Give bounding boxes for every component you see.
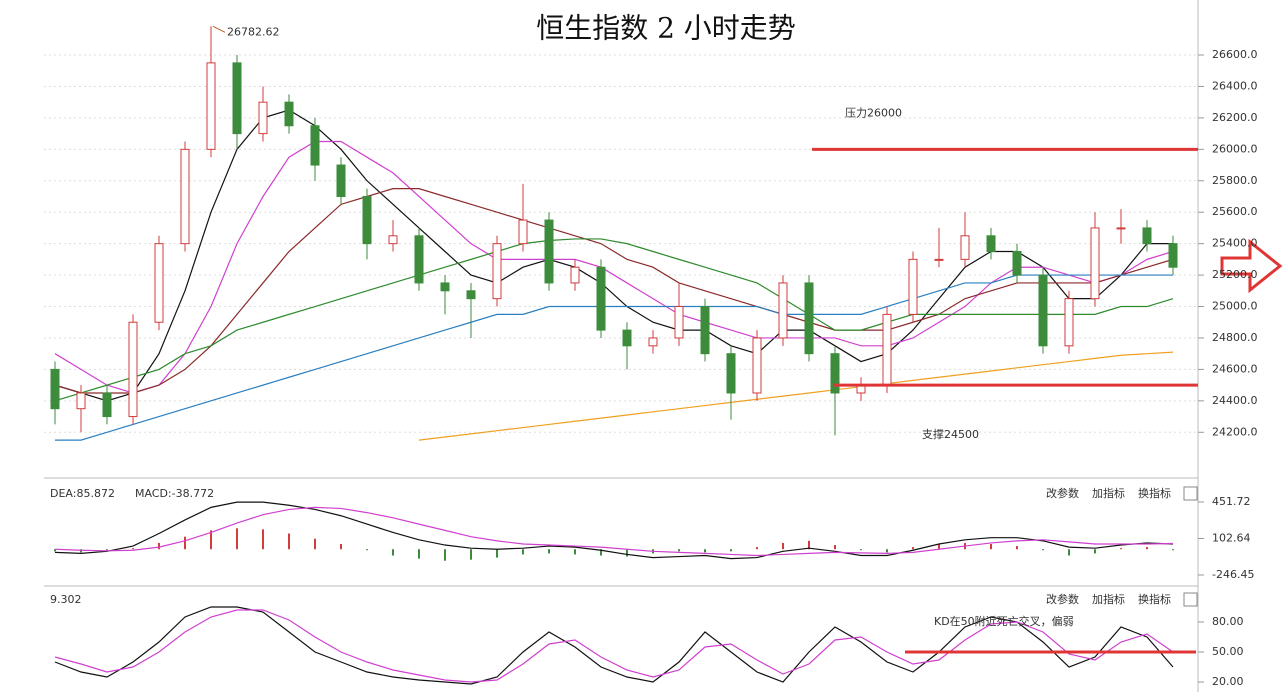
y-tick-label: 25400.0	[1212, 237, 1258, 250]
candle-body	[830, 353, 840, 394]
candle-body	[648, 337, 658, 347]
indicator-line	[54, 238, 1174, 402]
toolbar-button[interactable]: 换指标	[1138, 486, 1171, 500]
candle-body	[726, 353, 736, 394]
candle-body	[752, 337, 762, 394]
candle-body	[362, 195, 372, 245]
candle-body	[440, 282, 450, 292]
candle-body	[154, 243, 164, 323]
indicator-line	[54, 140, 1174, 394]
y-tick-label: 24800.0	[1212, 331, 1258, 344]
y-tick-label: 24200.0	[1212, 425, 1258, 438]
candle-body	[622, 329, 632, 347]
y-tick-label: 26600.0	[1212, 48, 1258, 61]
candle-body	[700, 306, 710, 355]
candle-body	[50, 368, 60, 410]
candle-body	[466, 290, 476, 300]
y-tick-label: 25800.0	[1212, 174, 1258, 187]
high-label: 26782.62	[227, 25, 280, 38]
candle-body	[206, 62, 216, 150]
indicator-line	[55, 274, 1173, 441]
candle-body	[1142, 227, 1152, 245]
y-tick-label: 26400.0	[1212, 79, 1258, 92]
y-tick-label: 80.00	[1212, 615, 1244, 628]
candle-body	[1064, 298, 1074, 347]
candle-body	[986, 235, 996, 253]
close-button[interactable]	[1183, 592, 1198, 607]
y-tick-label: 50.00	[1212, 645, 1244, 658]
candle-body	[1168, 243, 1178, 268]
indicator-line	[54, 606, 1174, 685]
candle-body	[596, 266, 606, 331]
indicator-line	[54, 501, 1174, 560]
y-tick-label: 25000.0	[1212, 300, 1258, 313]
legend-item: MACD:-38.772	[135, 487, 214, 500]
toolbar-button[interactable]: 加指标	[1092, 486, 1125, 500]
indicator-line	[54, 506, 1174, 557]
y-tick-label: -246.45	[1212, 568, 1254, 581]
candle-body	[804, 282, 814, 355]
candle-body	[570, 266, 580, 284]
close-button[interactable]	[1183, 486, 1198, 501]
y-tick-label: 26000.0	[1212, 142, 1258, 155]
candle-body	[180, 148, 190, 245]
y-tick-label: 25600.0	[1212, 205, 1258, 218]
y-tick-label: 25200.0	[1212, 268, 1258, 281]
candle-body	[76, 392, 86, 410]
candle-body	[388, 235, 398, 245]
candle-body	[544, 219, 554, 284]
legend-item: DEA:85.872	[50, 487, 115, 500]
candle-body	[778, 282, 788, 339]
candle-body	[518, 219, 528, 245]
legend-item: 9.302	[50, 593, 82, 606]
arrow-icon	[1220, 238, 1283, 294]
candle-body	[1038, 274, 1048, 347]
level-label: KD在50附近死亡交叉，偏弱	[934, 614, 1074, 628]
candle-body	[102, 392, 112, 418]
candle-body	[960, 235, 970, 260]
y-tick-label: 451.72	[1212, 495, 1251, 508]
candle-body	[674, 306, 684, 339]
toolbar-button[interactable]: 改参数	[1046, 486, 1079, 500]
level-label: 压力26000	[845, 106, 902, 119]
y-tick-label: 24600.0	[1212, 362, 1258, 375]
candle-body	[128, 321, 138, 418]
toolbar-button[interactable]: 改参数	[1046, 592, 1079, 606]
candle-body	[1116, 227, 1126, 230]
chart-title: 恒生指数 2 小时走势	[536, 12, 796, 45]
candle-body	[934, 258, 944, 261]
y-tick-label: 102.64	[1212, 531, 1251, 544]
candle-body	[882, 313, 892, 386]
y-tick-label: 26200.0	[1212, 111, 1258, 124]
candle-body	[908, 258, 918, 315]
candle-body	[1090, 227, 1100, 300]
candle-body	[310, 125, 320, 166]
high-pointer	[212, 25, 226, 33]
indicator-line	[418, 351, 1174, 441]
toolbar-button[interactable]: 换指标	[1138, 592, 1171, 606]
candle-body	[1012, 251, 1022, 276]
indicator-line	[54, 188, 1174, 394]
level-label: 支撑24500	[922, 427, 979, 441]
y-tick-label: 24400.0	[1212, 394, 1258, 407]
candle-body	[284, 101, 294, 127]
toolbar-button[interactable]: 加指标	[1092, 592, 1125, 606]
candle-body	[232, 62, 242, 135]
candle-body	[258, 101, 268, 135]
indicator-line	[54, 109, 1173, 402]
candle-body	[414, 235, 424, 284]
indicator-line	[54, 609, 1174, 683]
y-tick-label: 20.00	[1212, 675, 1244, 688]
candle-body	[492, 243, 502, 300]
candle-body	[336, 164, 346, 197]
